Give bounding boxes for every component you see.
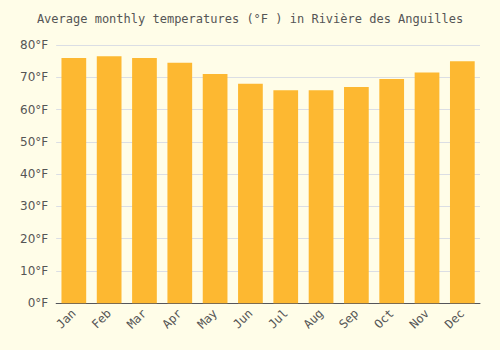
svg-text:Average monthly temperatures (: Average monthly temperatures (°F ) in Ri… xyxy=(37,12,463,26)
svg-text:70°F: 70°F xyxy=(20,70,48,84)
svg-text:10°F: 10°F xyxy=(20,264,48,278)
svg-text:50°F: 50°F xyxy=(20,135,48,149)
svg-text:Nov: Nov xyxy=(407,306,432,331)
svg-text:0°F: 0°F xyxy=(28,296,49,310)
svg-text:Apr: Apr xyxy=(160,306,185,331)
svg-text:May: May xyxy=(195,306,220,331)
svg-text:Jun: Jun xyxy=(230,306,255,331)
svg-text:30°F: 30°F xyxy=(20,199,48,213)
svg-text:Dec: Dec xyxy=(442,306,467,331)
svg-text:40°F: 40°F xyxy=(20,167,48,181)
svg-text:Jan: Jan xyxy=(54,306,79,331)
svg-text:60°F: 60°F xyxy=(20,103,48,117)
svg-text:Aug: Aug xyxy=(301,306,326,331)
svg-text:Mar: Mar xyxy=(124,306,149,331)
svg-text:80°F: 80°F xyxy=(20,38,48,52)
svg-text:Feb: Feb xyxy=(89,306,114,331)
svg-text:20°F: 20°F xyxy=(20,232,48,246)
svg-text:Oct: Oct xyxy=(371,306,396,331)
svg-text:Jul: Jul xyxy=(265,306,290,331)
svg-text:Sep: Sep xyxy=(336,306,361,331)
